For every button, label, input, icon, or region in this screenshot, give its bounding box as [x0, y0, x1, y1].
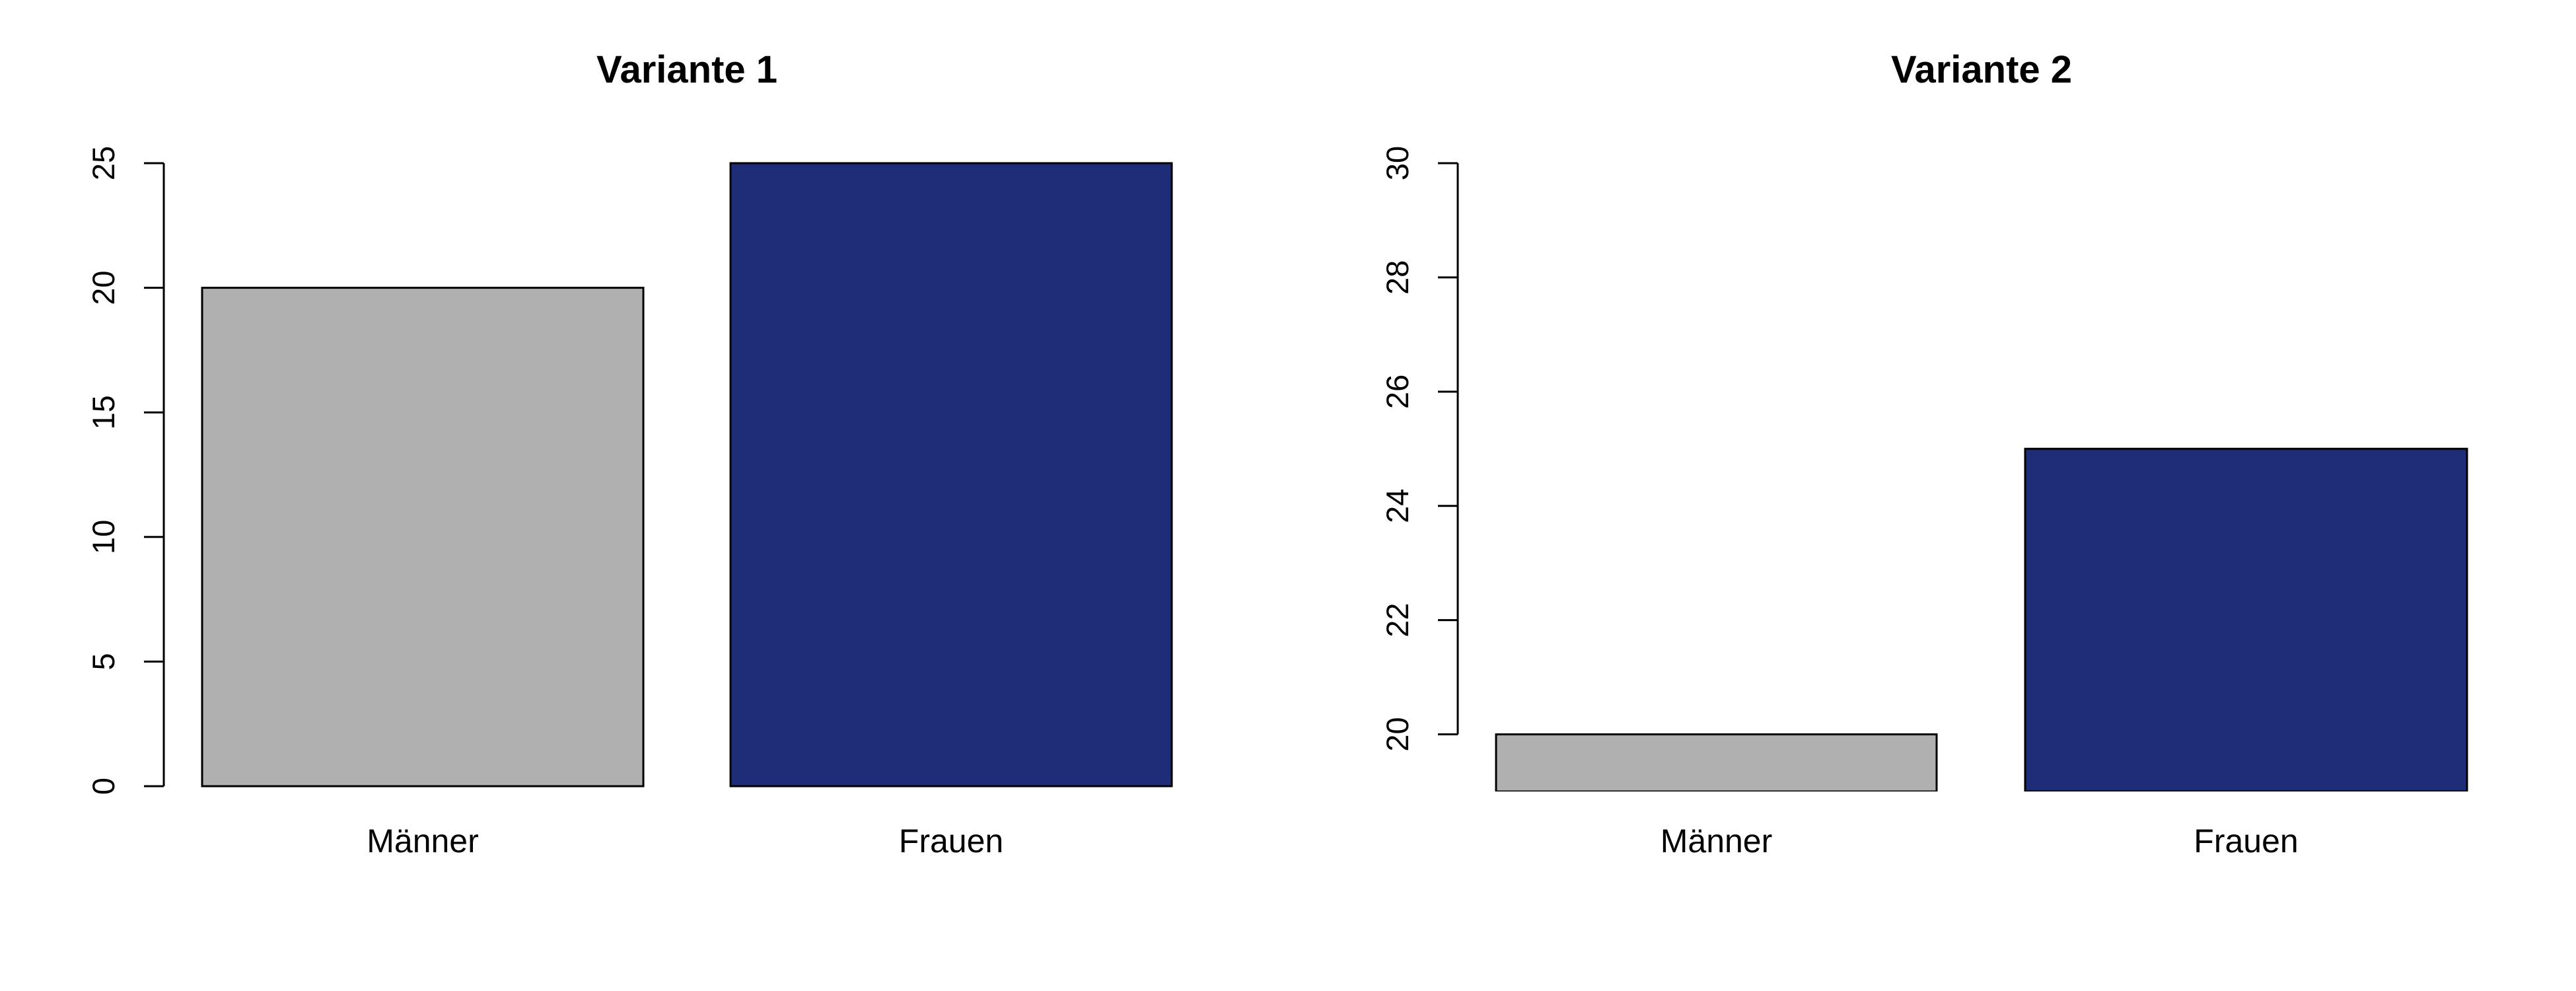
- chart-panel-variante-1: Variante 1 Männer Frauen 0 5 10 15 20 25: [86, 48, 1173, 860]
- y-tick-label: 5: [86, 653, 121, 670]
- y-tick-label: 24: [1380, 489, 1415, 523]
- category-label: Männer: [1661, 823, 1773, 860]
- bar-frauen: [2024, 447, 2468, 793]
- category-label: Frauen: [2194, 823, 2298, 860]
- bar-clip-mask: [1494, 791, 1939, 799]
- bar-clip-mask: [2023, 791, 2469, 799]
- bar-maenner: [1495, 733, 1938, 793]
- y-tick-label: 15: [86, 395, 121, 429]
- category-label: Männer: [367, 823, 479, 860]
- y-tick-label: 20: [1380, 717, 1415, 751]
- y-tick-label: 26: [1380, 375, 1415, 409]
- chart-title: Variante 2: [1891, 48, 2072, 91]
- bar-maenner: [201, 287, 645, 788]
- chart-title: Variante 1: [596, 48, 777, 91]
- y-tick-label: 20: [86, 270, 121, 305]
- y-tick-label: 25: [86, 146, 121, 180]
- y-tick-label: 0: [86, 778, 121, 795]
- category-label: Frauen: [899, 823, 1003, 860]
- y-tick-label: 10: [86, 520, 121, 554]
- y-tick-label: 28: [1380, 260, 1415, 295]
- chart-panel-variante-2: Variante 2 Männer Frauen 20 22 24 26 28 30: [1380, 48, 2469, 860]
- y-tick-label: 22: [1380, 603, 1415, 637]
- y-tick-label: 30: [1380, 146, 1415, 180]
- bar-frauen: [729, 162, 1173, 788]
